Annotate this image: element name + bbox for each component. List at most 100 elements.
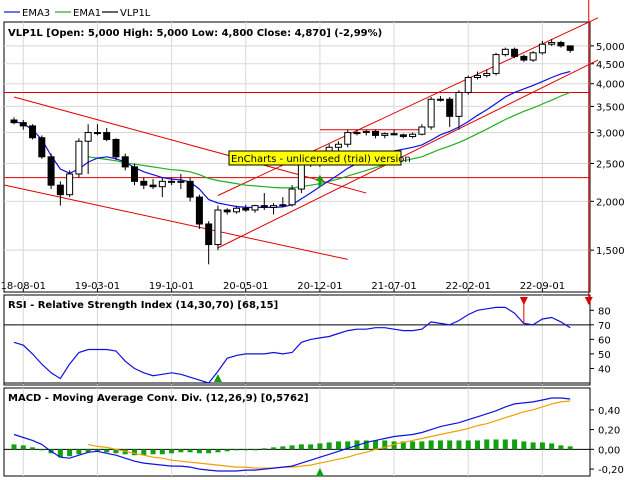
macd-histogram-bar: [298, 444, 304, 450]
x-tick-label: 20-12-01: [297, 281, 342, 292]
macd-histogram-bar: [150, 449, 156, 455]
x-tick-label: 18-08-01: [1, 281, 46, 292]
rsi-panel-title: RSI - Relative Strength Index (14,30,70)…: [8, 300, 278, 311]
macd-histogram-bar: [159, 449, 165, 455]
candle-body: [418, 126, 426, 135]
rsi-y-tick-label: 70: [598, 321, 611, 332]
candle-body: [548, 42, 556, 45]
macd-line: [13, 397, 571, 472]
candle-body: [566, 45, 574, 51]
macd-histogram-bar: [335, 441, 341, 450]
candle-body: [93, 132, 101, 135]
candle-body: [195, 196, 203, 225]
macd-histogram-bar: [428, 440, 434, 450]
macd-histogram-bar: [549, 443, 555, 450]
macd-histogram-bar: [400, 441, 406, 450]
candle-body: [121, 156, 129, 168]
macd-histogram-bar: [410, 441, 416, 450]
macd-histogram-bar: [206, 449, 212, 454]
macd-histogram-bar: [512, 439, 518, 450]
macd-signal-line: [88, 400, 571, 469]
macd-histogram-bar: [215, 449, 221, 453]
macd-histogram-bar: [502, 439, 508, 450]
macd-plot: [4, 397, 590, 476]
candle-body: [10, 119, 18, 124]
candle-body: [38, 137, 46, 158]
macd-histogram-bar: [484, 439, 490, 450]
candle-body: [279, 204, 287, 207]
candle-body: [529, 52, 537, 61]
candle-body: [409, 133, 417, 138]
macd-histogram-bar: [67, 449, 73, 457]
rsi-plot: [4, 0, 593, 384]
macd-y-tick-label: 0,20: [598, 426, 620, 437]
macd-histogram-bar: [308, 444, 314, 450]
candle-body: [390, 133, 398, 136]
price-y-tick-label: 2,000: [596, 197, 625, 208]
candle-body: [205, 223, 213, 246]
candle-body: [19, 122, 27, 127]
macd-histogram-bar: [30, 447, 36, 450]
candle-body: [177, 180, 185, 183]
candle-body: [353, 132, 361, 135]
candle-body: [140, 180, 148, 186]
macd-histogram-bar: [475, 440, 480, 450]
candle-body: [84, 132, 92, 142]
macd-histogram-bar: [539, 442, 545, 450]
candle-body: [270, 205, 278, 208]
macd-histogram-bar: [419, 441, 425, 450]
legend-vlp1l: VLP1L: [120, 8, 151, 19]
sell-signal-arrow: [519, 297, 528, 305]
candle-body: [297, 162, 305, 190]
macd-y-tick-label: 0,00: [598, 445, 620, 456]
candle-body: [56, 184, 64, 196]
macd-histogram-bar: [187, 449, 193, 453]
legend-ema1: EMA1: [73, 8, 101, 19]
price-panel-title: VLP1L [Open: 5,000 High: 5,000 Low: 4,80…: [8, 28, 382, 39]
macd-histogram-bar: [261, 448, 267, 450]
macd-histogram-bar: [104, 449, 110, 453]
price-y-tick-label: 3,500: [596, 102, 625, 113]
buy-signal-arrow: [213, 374, 222, 382]
candle-body: [557, 42, 565, 47]
macd-histogram-bar: [20, 445, 26, 450]
price-y-tick-label: 4,500: [596, 60, 625, 71]
macd-panel-frame: [3, 387, 591, 477]
macd-histogram-bar: [456, 440, 462, 450]
legend-ema3: EMA3: [22, 8, 50, 19]
macd-histogram-bar: [178, 449, 184, 453]
macd-histogram-bar: [11, 444, 17, 450]
rsi-y-tick-label: 80: [598, 306, 611, 317]
candle-body: [186, 180, 194, 198]
price-y-tick-label: 1,500: [596, 246, 625, 257]
watermark-text: EnCharts - unlicensed (trial) version: [231, 154, 411, 165]
trend-line: [217, 17, 599, 196]
macd-histogram-bar: [196, 449, 202, 454]
price-y-tick-label: 4,000: [596, 80, 625, 91]
x-tick-label: 20-05-01: [223, 281, 268, 292]
macd-histogram-bar: [169, 449, 175, 454]
candle-body: [511, 48, 519, 57]
candle-body: [344, 132, 352, 145]
macd-histogram-bar: [39, 449, 45, 451]
macd-histogram-bar: [57, 449, 63, 458]
candle-body: [492, 54, 500, 74]
candle-body: [372, 130, 380, 136]
watermark-box: [228, 150, 402, 166]
x-tick-label: 19-03-01: [75, 281, 120, 292]
macd-histogram-bar: [141, 449, 147, 456]
macd-histogram-bar: [493, 439, 499, 450]
candle-body: [334, 143, 342, 148]
macd-histogram-bar: [94, 449, 100, 452]
sell-signal-arrow: [584, 297, 593, 305]
rsi-y-tick-label: 40: [598, 364, 611, 375]
price-panel-frame: [3, 21, 591, 293]
macd-histogram-bar: [233, 449, 239, 451]
candle-body: [538, 43, 546, 54]
price-signals: [315, 174, 324, 187]
candle-body: [214, 209, 222, 246]
candle-body: [251, 205, 259, 211]
buy-signal-arrow: [315, 468, 324, 476]
candle-body: [501, 48, 509, 56]
candle-body: [446, 98, 454, 117]
